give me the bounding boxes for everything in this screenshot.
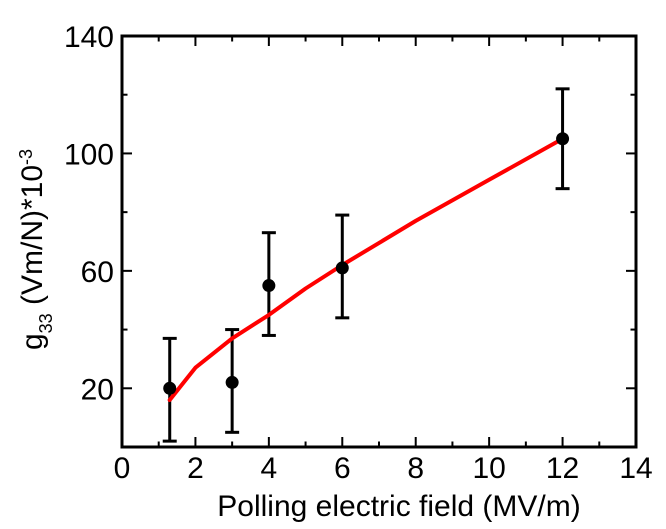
data-point (225, 375, 239, 389)
y-tick-label: 20 (81, 373, 114, 406)
x-tick-label: 0 (114, 452, 131, 485)
y-axis-label-base: g (16, 333, 49, 350)
y-axis-label-unit: (Vm/N)*10 (16, 165, 49, 313)
data-points (163, 132, 570, 395)
y-tick-labels: 20 60 100 140 (64, 21, 114, 406)
x-tick-label: 8 (407, 452, 424, 485)
fit-line (167, 136, 565, 402)
error-bars (162, 87, 570, 443)
x-tick-label: 10 (472, 452, 505, 485)
y-tick-label: 140 (64, 21, 114, 54)
x-tick-label: 6 (334, 452, 351, 485)
x-tick-label: 12 (546, 452, 579, 485)
y-axis-label-subscript: 33 (36, 313, 56, 333)
y-tick-label: 100 (64, 138, 114, 171)
y-axis-label-superscript: -3 (16, 149, 36, 165)
x-tick-label: 14 (619, 452, 652, 485)
y-axis-label: g33 (Vm/N)*10-3 (16, 149, 56, 350)
fit-curve (167, 136, 565, 402)
data-point (262, 279, 276, 293)
data-point (335, 261, 349, 275)
tick-marks (121, 35, 637, 448)
x-tick-label: 2 (187, 452, 204, 485)
data-point (163, 381, 177, 395)
x-axis-label: Polling electric field (MV/m) (217, 490, 580, 523)
data-point (556, 132, 570, 146)
x-tick-label: 4 (261, 452, 278, 485)
y-tick-label: 60 (81, 256, 114, 289)
x-tick-labels: 0 2 4 6 8 10 12 14 (114, 452, 653, 485)
